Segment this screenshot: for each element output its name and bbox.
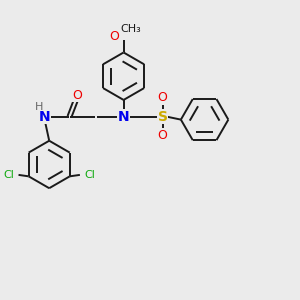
Text: O: O — [72, 88, 82, 101]
Text: H: H — [35, 101, 43, 112]
Text: O: O — [158, 129, 168, 142]
Text: Cl: Cl — [84, 170, 95, 180]
Text: S: S — [158, 110, 168, 124]
Text: Cl: Cl — [3, 170, 14, 180]
Text: N: N — [39, 110, 51, 124]
Text: N: N — [118, 110, 129, 124]
Text: CH₃: CH₃ — [121, 24, 141, 34]
Text: O: O — [158, 92, 168, 104]
Text: O: O — [110, 30, 119, 43]
